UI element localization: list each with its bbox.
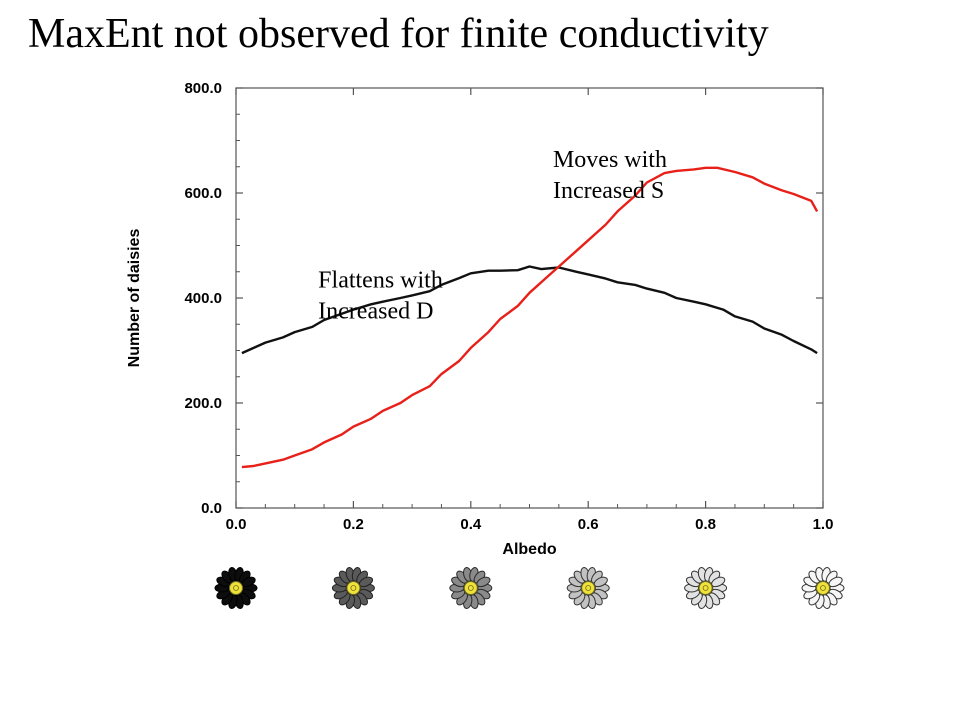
daisy-icon: [449, 567, 493, 609]
annotation-line: Flattens with: [318, 268, 443, 294]
x-tick-label: 0.6: [578, 516, 599, 533]
daisy-center: [698, 581, 713, 595]
annotation-2: Moves with Increased S: [553, 147, 667, 204]
annotation-line: Moves with: [553, 147, 667, 173]
daisy-center-ring: [233, 585, 239, 591]
daisy-center-ring: [467, 585, 474, 591]
y-tick-label: 800.0: [184, 80, 222, 97]
daisy-center: [346, 581, 361, 595]
x-tick-label: 0.0: [226, 516, 247, 533]
daisy-center: [463, 581, 478, 595]
x-axis-label: Albedo: [502, 541, 556, 558]
x-tick-label: 0.8: [695, 516, 716, 533]
y-tick-label: 0.0: [201, 500, 222, 517]
daisy-center: [816, 581, 830, 595]
daisy-icon: [331, 567, 375, 609]
daisy-icon: [214, 567, 258, 609]
x-tick-label: 0.2: [343, 516, 364, 533]
y-tick-label: 200.0: [184, 395, 222, 412]
y-tick-label: 600.0: [184, 185, 222, 202]
daisy-icon: [801, 567, 845, 609]
annotation-line: Increased S: [553, 178, 664, 204]
x-tick-label: 0.4: [460, 516, 482, 533]
y-axis-label: Number of daisies: [126, 229, 143, 368]
series-line-red-series: [241, 166, 819, 469]
daisy-center-ring: [350, 585, 357, 591]
x-tick-label: 1.0: [813, 516, 834, 533]
daisy-icon: [684, 567, 728, 609]
y-tick-label: 400.0: [184, 290, 222, 307]
annotation-1: Flattens with Increased D: [318, 268, 443, 325]
daisy-center-ring: [585, 585, 592, 591]
daisy-center: [229, 581, 243, 595]
slide-title: MaxEnt not observed for finite conductiv…: [28, 11, 769, 57]
series-line-black-series: [241, 265, 818, 355]
daisy-center-ring: [820, 585, 826, 591]
annotation-line: Increased D: [318, 299, 433, 325]
daisy-center: [581, 581, 596, 595]
daisy-icon: [566, 567, 610, 609]
daisy-center-ring: [702, 585, 709, 591]
